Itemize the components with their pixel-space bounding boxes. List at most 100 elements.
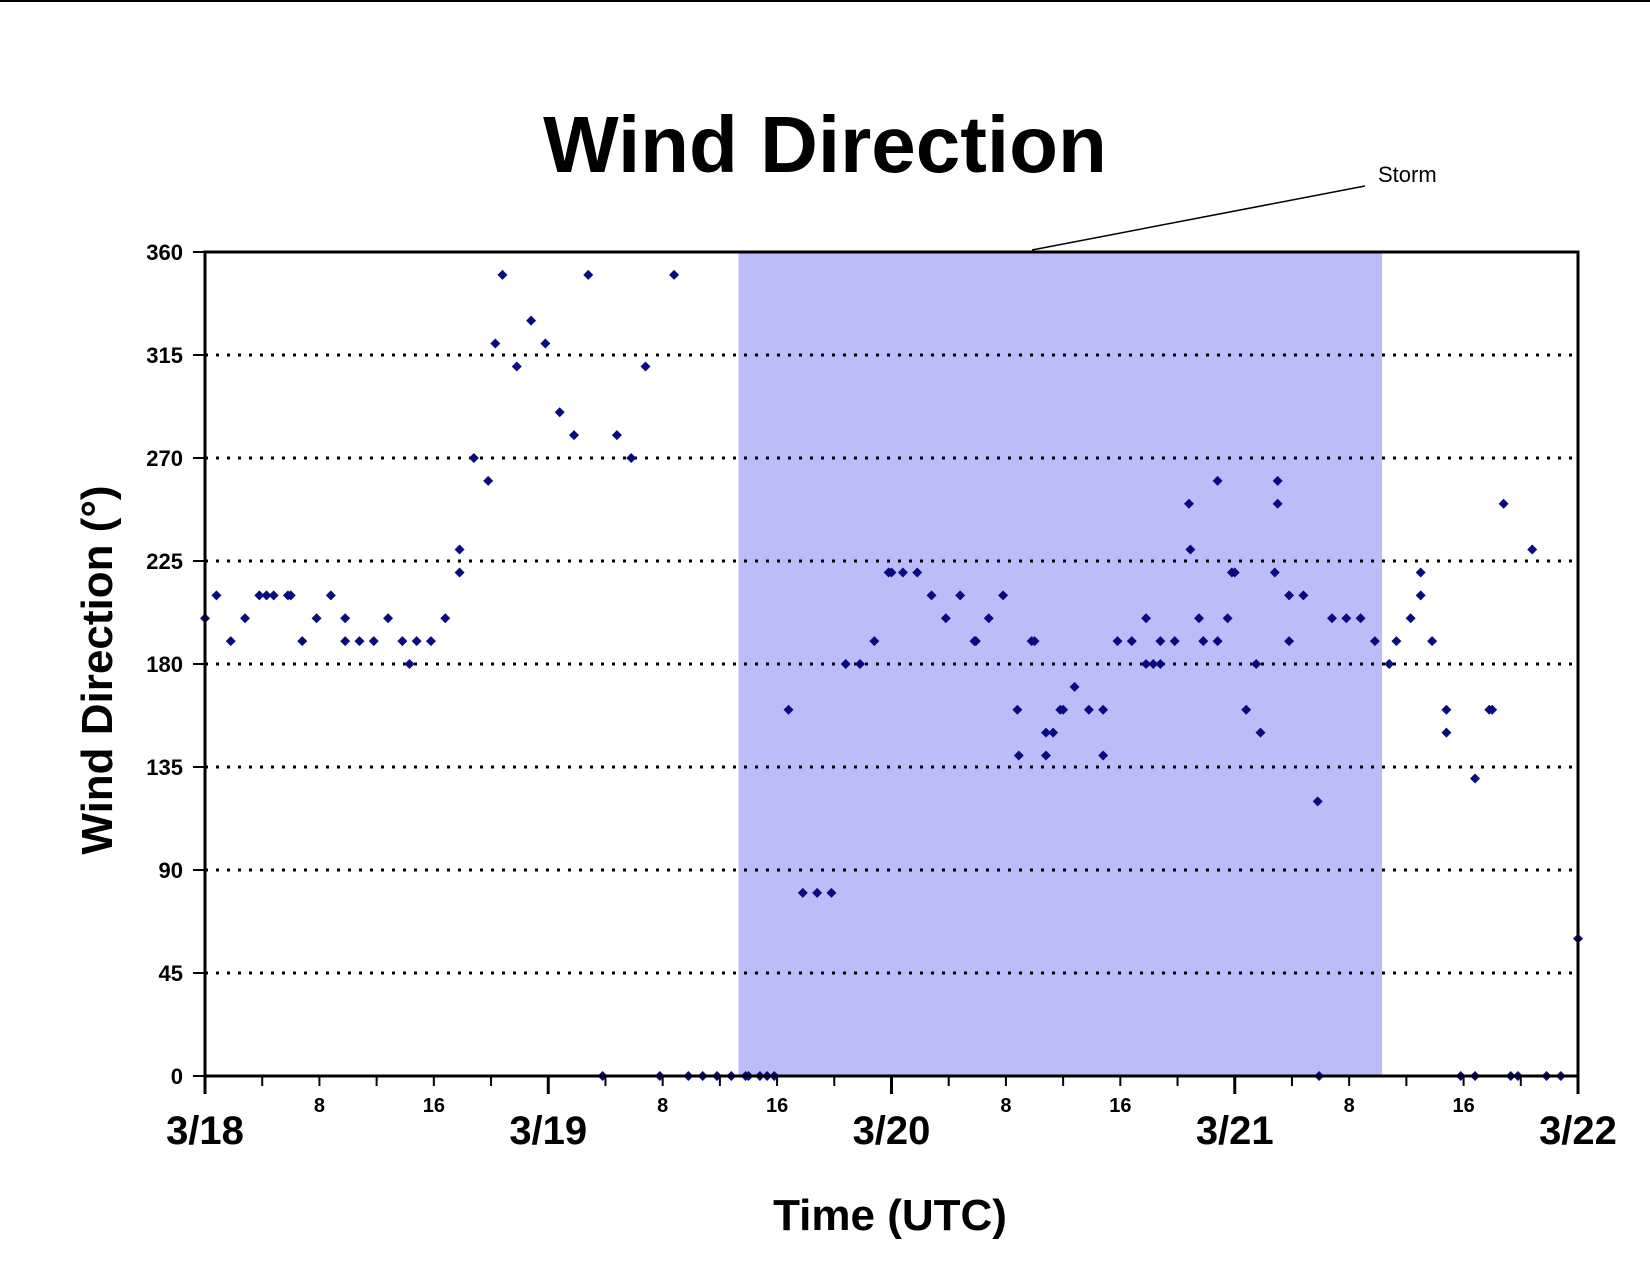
data-point [261,590,272,601]
data-point [554,407,565,418]
data-point [1040,727,1051,738]
data-point [440,613,451,624]
data-point [483,475,494,486]
data-point [826,887,837,898]
data-point [1069,681,1080,692]
data-point [1098,704,1109,715]
data-point [1141,613,1152,624]
data-point [1193,613,1204,624]
data-point [340,613,351,624]
data-point [1405,613,1416,624]
y-tick-label: 225 [146,549,183,574]
data-point [411,636,422,647]
data-point [812,887,823,898]
data-point [855,659,866,669]
x-axis-label: Time (UTC) [773,1191,1007,1240]
data-point [1083,704,1094,715]
x-date-label: 3/19 [509,1109,587,1153]
data-point [1169,636,1180,647]
data-point [998,590,1009,601]
y-tick-label: 0 [171,1064,183,1089]
data-point [1148,659,1159,669]
data-point [1415,590,1426,601]
data-point [1012,704,1023,715]
data-point [1284,636,1295,647]
chart-title: Wind Direction [543,100,1107,189]
data-point [1284,590,1295,601]
data-point [526,315,537,326]
data-point [468,453,479,463]
data-point [1040,750,1051,761]
data-point [254,590,265,601]
x-date-label: 3/20 [853,1109,931,1153]
data-point [955,590,966,601]
data-point [1355,613,1366,624]
data-point [368,636,379,647]
data-point [1498,498,1509,509]
data-point [1341,613,1352,624]
data-point [1229,567,1240,578]
data-point [1272,498,1283,509]
data-point [1272,475,1283,486]
data-point [1185,544,1196,555]
data-point [640,361,651,372]
data-point [340,636,351,647]
data-point [425,636,436,647]
data-point [611,430,622,441]
data-point [383,613,394,624]
data-point [1251,659,1262,669]
data-point [1212,475,1223,486]
y-tick-label: 270 [146,446,183,471]
y-tick-label: 135 [146,755,183,780]
data-point [1155,636,1166,647]
data-point [1112,636,1123,647]
data-point [1141,659,1152,669]
data-point [897,567,908,578]
storm-annotation-label: Storm [1378,162,1437,187]
data-point [497,269,508,280]
data-point [1441,727,1452,738]
data-point [886,567,897,578]
data-point [1470,773,1481,784]
data-point [1155,659,1166,669]
data-point [869,636,880,647]
x-date-label: 3/22 [1539,1109,1617,1153]
y-tick-label: 180 [146,652,183,677]
data-point [540,338,551,349]
data-point [1098,750,1109,761]
data-point [240,613,251,624]
data-point [840,659,851,669]
data-point [1369,636,1380,647]
data-point [1212,636,1223,647]
data-point [1058,704,1069,715]
data-point [1013,750,1024,761]
data-point [354,636,365,647]
plot-border [203,250,1580,1078]
data-point [511,361,522,372]
data-point [797,887,808,898]
data-point [1441,704,1452,715]
plot-area: 0 45 90 135 180 225 270 315 360 8 16 8 16 8 16 8 16 3/18 3… [146,162,1617,1153]
y-tick-label: 90 [159,858,183,883]
data-point [1269,567,1280,578]
data-point [583,269,594,280]
data-point [454,544,465,555]
data-point [397,636,408,647]
x-hour-label: 8 [314,1095,325,1117]
data-point [268,590,279,601]
data-point [311,613,322,624]
data-point [1327,613,1338,624]
data-point [912,567,923,578]
y-tick-label: 45 [159,961,183,986]
data-point [1222,613,1233,624]
data-point [568,430,579,441]
data-point [1183,498,1194,509]
x-hour-label: 8 [657,1095,668,1117]
x-hour-label: 16 [1109,1095,1131,1117]
data-point [1255,727,1266,738]
data-point [1241,704,1252,715]
data-point [1427,636,1438,647]
data-point [285,590,296,601]
data-point [970,636,981,647]
